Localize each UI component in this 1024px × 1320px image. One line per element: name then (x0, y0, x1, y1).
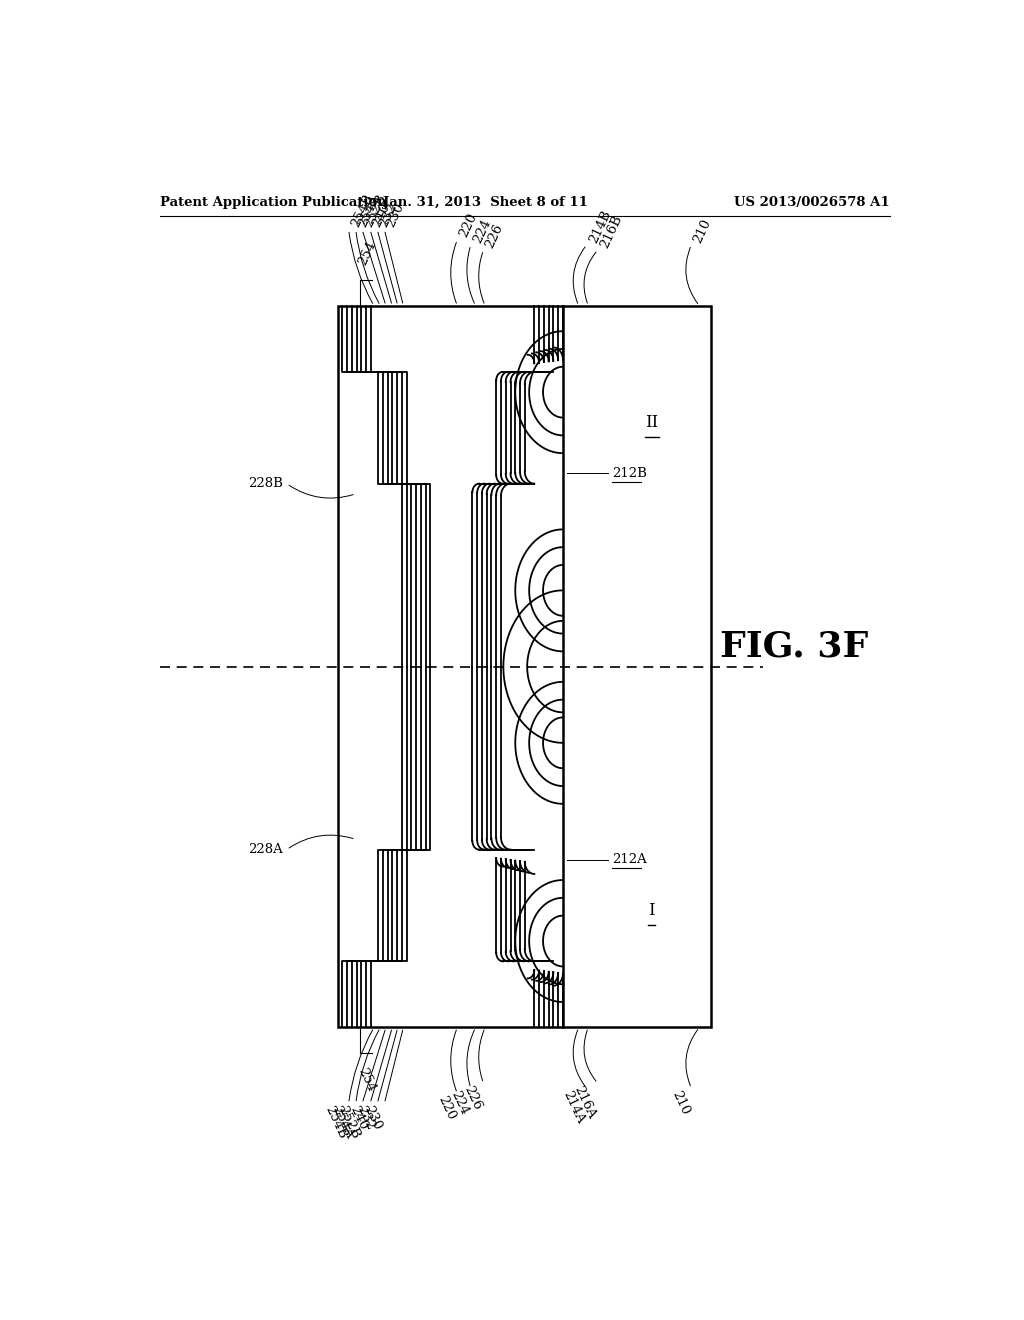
Text: 254A: 254A (355, 193, 382, 230)
Text: 228A: 228A (248, 843, 283, 857)
Text: 232: 232 (377, 201, 399, 230)
Text: 254B: 254B (323, 1104, 348, 1140)
Text: 254B: 254B (348, 193, 375, 230)
Text: 230: 230 (384, 201, 407, 230)
Text: II: II (645, 414, 658, 432)
Text: 210: 210 (691, 216, 714, 244)
Text: 240: 240 (370, 201, 392, 230)
Text: 240: 240 (347, 1104, 370, 1133)
Text: 232: 232 (354, 1104, 377, 1133)
Text: 212B: 212B (612, 467, 647, 480)
Text: 254A: 254A (330, 1104, 355, 1140)
Text: 226: 226 (483, 222, 506, 249)
Text: Jan. 31, 2013  Sheet 8 of 11: Jan. 31, 2013 Sheet 8 of 11 (383, 195, 588, 209)
Text: 216A: 216A (571, 1084, 598, 1121)
Text: 220: 220 (458, 211, 480, 240)
Text: 254: 254 (355, 1067, 378, 1094)
Text: 230: 230 (361, 1104, 384, 1133)
Text: 252B: 252B (336, 1104, 362, 1140)
Text: 224: 224 (471, 216, 494, 244)
Text: 210: 210 (669, 1089, 691, 1117)
Text: 214A: 214A (560, 1089, 587, 1126)
Text: 226: 226 (461, 1084, 483, 1111)
Text: 228B: 228B (248, 477, 283, 490)
Text: 212A: 212A (612, 853, 647, 866)
Text: 216B: 216B (598, 213, 625, 249)
Text: Patent Application Publication: Patent Application Publication (160, 195, 386, 209)
Text: 214B: 214B (587, 207, 613, 244)
Text: 252B: 252B (362, 193, 389, 230)
Text: FIG. 3F: FIG. 3F (721, 630, 868, 663)
Bar (338, 306, 712, 1027)
Text: 220: 220 (435, 1093, 458, 1122)
Text: I: I (648, 902, 655, 919)
Text: 254: 254 (355, 239, 378, 267)
Text: US 2013/0026578 A1: US 2013/0026578 A1 (734, 195, 890, 209)
Text: 224: 224 (449, 1089, 471, 1117)
